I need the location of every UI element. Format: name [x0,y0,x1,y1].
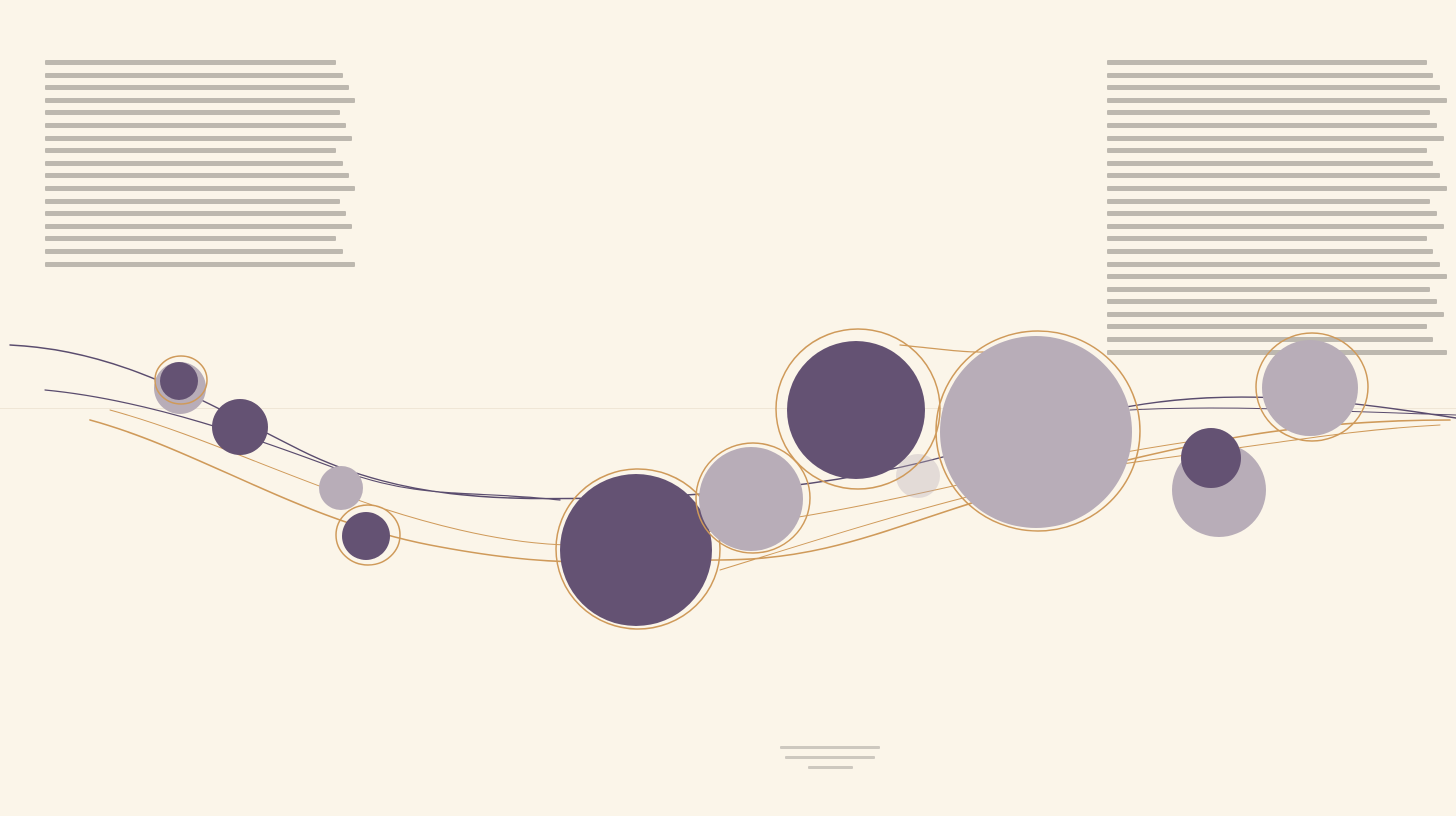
dark-circle [342,512,390,560]
gold-orbit-ring [335,504,401,566]
text-line [45,211,346,217]
light-circle [1262,340,1358,436]
text-line [1107,349,1447,355]
text-line [1107,97,1447,103]
text-line [1107,135,1444,141]
text-line [1107,173,1441,179]
text-line [45,122,346,128]
gold-orbit-ring [1255,332,1369,442]
dark-circle [560,474,712,626]
right-text-column [1107,60,1447,362]
caption-line [785,756,875,759]
text-line [45,97,355,103]
light-circle [699,447,803,551]
dark-circle [787,341,925,479]
text-line [1107,311,1444,317]
text-line [1107,236,1427,242]
text-line [1107,261,1441,267]
text-line [45,60,337,65]
text-line [45,110,340,116]
text-line [45,198,340,204]
light-circle [319,466,363,510]
gold-orbit-ring [154,355,208,405]
text-line [1107,122,1437,128]
text-line [45,173,349,179]
text-line [1107,185,1447,191]
gold-orbit-ring [775,328,941,490]
text-line [1107,211,1437,217]
caption-text [780,746,880,776]
dark-circle [212,399,268,455]
paper-fold [0,408,1456,409]
text-line [1107,85,1441,91]
light-circle [896,454,940,498]
text-line [1107,324,1427,330]
text-line [45,135,352,141]
dark-circle [1181,428,1241,488]
text-line [45,85,349,91]
text-line [1107,337,1434,343]
light-circle [940,336,1132,528]
text-line [1107,198,1430,204]
gold-orbit-ring [555,468,721,630]
text-line [45,236,337,242]
text-line [1107,72,1434,78]
text-line [45,148,337,154]
text-line [1107,160,1434,166]
text-line [1107,110,1430,116]
caption-line [807,766,853,769]
gold-orbit-ring [935,330,1141,532]
dark-circle [160,362,198,400]
text-line [45,261,355,267]
text-line [45,223,352,229]
text-line [1107,286,1430,292]
text-line [1107,299,1437,305]
text-line [1107,274,1447,280]
text-line [1107,60,1427,65]
gold-orbit-ring [695,442,811,554]
text-line [45,185,355,191]
text-line [45,72,343,78]
caption-line [780,746,880,749]
gold-curve-3 [719,424,1441,571]
text-line [1107,248,1434,254]
text-line [1107,148,1427,154]
dark-curve-2 [44,389,561,501]
text-line [45,160,343,166]
left-text-column [45,60,355,274]
text-line [45,248,343,254]
text-line [1107,223,1444,229]
